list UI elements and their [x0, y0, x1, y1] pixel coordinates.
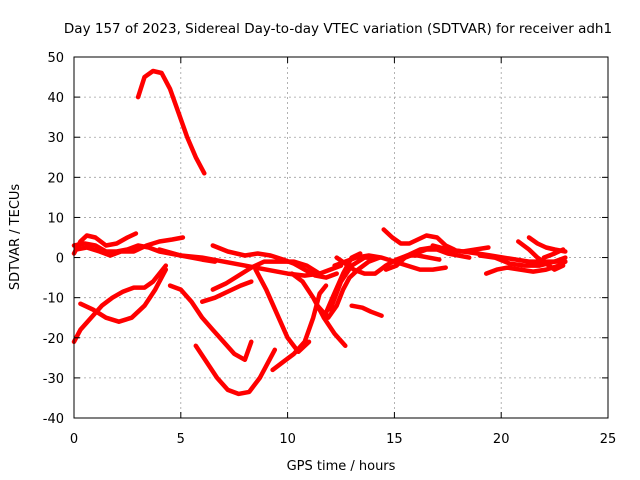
y-tick-label: -40	[43, 412, 64, 427]
chart-title: Day 157 of 2023, Sidereal Day-to-day VTE…	[64, 21, 612, 37]
x-tick-label: 0	[70, 432, 78, 447]
series-line-arc-24	[392, 247, 472, 264]
y-tick-label: -20	[43, 332, 64, 347]
series-line-arc-28	[516, 239, 566, 272]
series-line-arc-21	[332, 253, 448, 272]
series-line-arc-20	[334, 253, 442, 276]
y-axis-label: SDTVAR / TECUs	[8, 184, 23, 291]
series-line-arc-1	[135, 68, 207, 176]
series-line-arc-27	[477, 253, 568, 268]
series-line-arc-2	[71, 231, 139, 256]
axes: 0 5 10 15 20 25 -40 -30 -20 -10 0 10 20 30 40 50	[43, 51, 617, 447]
y-tick-label: 40	[47, 91, 64, 106]
data-traces	[71, 68, 568, 397]
x-tick-label: 10	[279, 432, 296, 447]
series-line-arc-14	[270, 283, 329, 373]
series-line-arc-19	[349, 303, 384, 318]
series-line-arc-8	[78, 267, 169, 324]
y-tick-label: 50	[47, 51, 64, 66]
series-line-arc-9	[167, 283, 254, 363]
x-tick-label: 25	[600, 432, 617, 447]
y-tick-label: 20	[47, 171, 64, 186]
x-tick-label: 20	[493, 432, 510, 447]
series-line-arc-12	[210, 259, 322, 292]
series-line-arc-7	[71, 263, 169, 345]
x-tick-label: 5	[177, 432, 185, 447]
y-tick-label: 10	[47, 211, 64, 226]
x-tick-label: 15	[386, 432, 403, 447]
y-tick-label: -30	[43, 372, 64, 387]
series-line-arc-5	[157, 247, 344, 278]
series-line-arc-11	[199, 279, 254, 304]
plot-frame	[73, 56, 609, 419]
series-line-arc-16	[315, 255, 382, 320]
y-tick-label: 0	[56, 252, 64, 267]
series-line-arc-22	[381, 227, 457, 252]
series-line-arc-10	[193, 343, 278, 397]
y-tick-label: 30	[47, 131, 64, 146]
x-axis-label: GPS time / hours	[287, 459, 396, 474]
series-line-arc-30	[541, 247, 566, 260]
y-tick-label: -10	[43, 292, 64, 307]
